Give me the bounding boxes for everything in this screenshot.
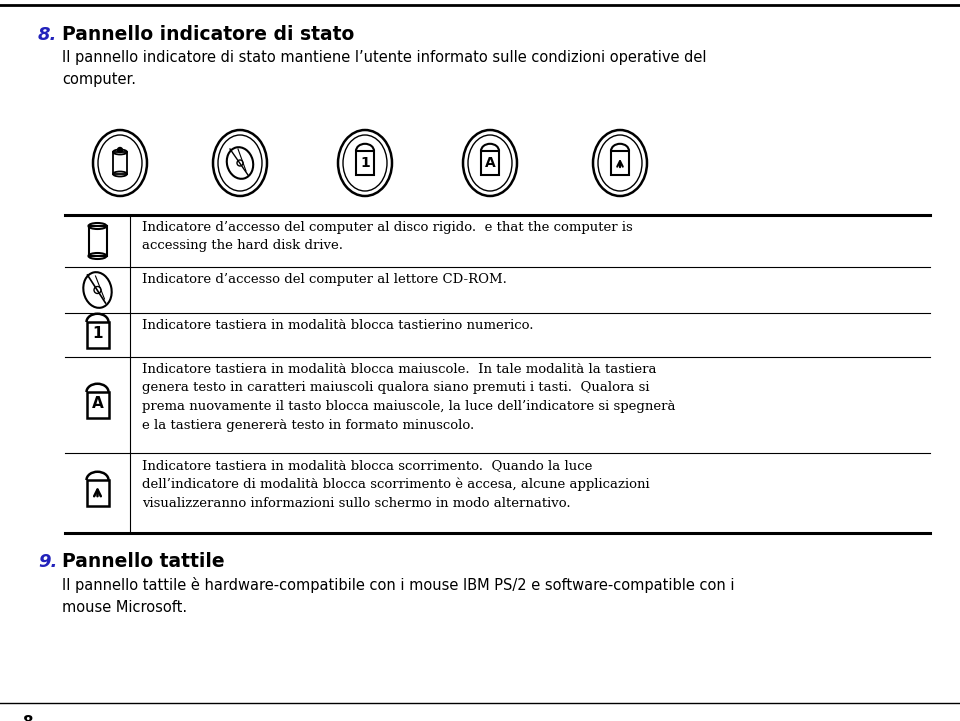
Text: Indicatore tastiera in modalità blocca scorrimento.  Quando la luce
dell’indicat: Indicatore tastiera in modalità blocca s… bbox=[142, 459, 650, 510]
Bar bbox=[86, 392, 108, 418]
Bar bbox=[356, 151, 374, 175]
Text: 8: 8 bbox=[22, 715, 33, 721]
Text: Indicatore tastiera in modalità blocca maiuscole.  In tale modalità la tastiera
: Indicatore tastiera in modalità blocca m… bbox=[142, 363, 676, 431]
Text: Pannello indicatore di stato: Pannello indicatore di stato bbox=[62, 25, 354, 44]
Bar bbox=[481, 151, 499, 175]
Text: 1: 1 bbox=[360, 156, 370, 170]
Text: 9.: 9. bbox=[38, 553, 58, 571]
Text: A: A bbox=[91, 397, 104, 412]
Text: Indicatore d’accesso del computer al lettore CD-ROM.: Indicatore d’accesso del computer al let… bbox=[142, 273, 507, 286]
Bar bbox=[88, 226, 107, 256]
Bar bbox=[86, 322, 108, 348]
Text: Pannello tattile: Pannello tattile bbox=[62, 552, 225, 571]
Circle shape bbox=[117, 148, 123, 153]
Bar bbox=[611, 151, 629, 175]
Text: Il pannello indicatore di stato mantiene l’utente informato sulle condizioni ope: Il pannello indicatore di stato mantiene… bbox=[62, 50, 707, 87]
Bar bbox=[113, 152, 127, 174]
Text: Indicatore tastiera in modalità blocca tastierino numerico.: Indicatore tastiera in modalità blocca t… bbox=[142, 319, 534, 332]
Text: Indicatore d’accesso del computer al disco rigido.  e that the computer is
acces: Indicatore d’accesso del computer al dis… bbox=[142, 221, 633, 252]
Text: 8.: 8. bbox=[38, 26, 58, 44]
Text: Il pannello tattile è hardware-compatibile con i mouse IBM PS/2 e software-compa: Il pannello tattile è hardware-compatibi… bbox=[62, 577, 734, 615]
Text: A: A bbox=[485, 156, 495, 170]
Bar bbox=[86, 480, 108, 506]
Text: 1: 1 bbox=[92, 327, 103, 342]
